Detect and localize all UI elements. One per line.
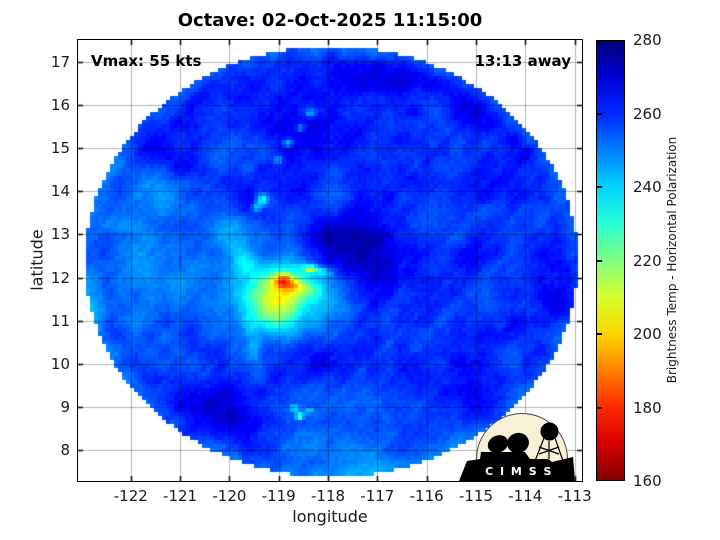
brightness-temp-heatmap <box>78 40 582 481</box>
x-tick-label: -118 <box>310 487 346 505</box>
colorbar-tick-label: 160 <box>633 472 662 490</box>
colorbar-tick-mark <box>597 333 602 335</box>
y-tick-label: 14 <box>50 182 70 201</box>
plot-area: Vmax: 55 kts 13:13 away C I M S S <box>77 39 583 482</box>
x-tick-label: -114 <box>508 487 543 505</box>
colorbar-tick-label: 240 <box>633 178 662 196</box>
colorbar-tick-label: 260 <box>633 104 662 123</box>
y-tick-label: 9 <box>60 397 70 416</box>
colorbar-label: Brightness Temp - Horizontal Polarizatio… <box>665 136 679 384</box>
vmax-annotation: Vmax: 55 kts <box>91 52 202 70</box>
colorbar-tick-label: 280 <box>633 31 662 49</box>
logo-banner <box>459 452 575 481</box>
plot-title: Octave: 02-Oct-2025 11:15:00 <box>177 10 483 31</box>
y-tick-label: 17 <box>50 52 70 71</box>
y-tick-label: 13 <box>50 225 70 244</box>
y-tick-label: 12 <box>50 268 70 287</box>
x-tick-label: -121 <box>163 487 198 505</box>
x-tick-label: -113 <box>557 487 592 505</box>
logo-text: C I M S S <box>485 465 553 478</box>
colorbar-tick-mark <box>597 406 602 409</box>
colorbar-tick-mark <box>597 259 602 262</box>
colorbar-tick-label: 220 <box>633 251 662 270</box>
water-tower-icon <box>534 422 564 462</box>
colorbar-tick-mark <box>597 112 602 115</box>
cimss-logo: C I M S S <box>459 413 575 481</box>
x-tick-label: -119 <box>261 487 296 505</box>
colorbar-tick-mark <box>597 186 602 188</box>
y-tick-label: 15 <box>50 139 70 158</box>
y-tick-label: 10 <box>50 354 70 373</box>
colorbar-tick-label: 200 <box>633 325 662 343</box>
x-tick-label: -116 <box>409 487 444 505</box>
x-axis-label: longitude <box>292 507 368 526</box>
x-tick-label: -122 <box>113 487 148 505</box>
x-tick-label: -117 <box>360 487 395 505</box>
colorbar-tick-label: 180 <box>633 398 662 417</box>
x-tick-label: -115 <box>458 487 493 505</box>
x-tick-label: -120 <box>212 487 247 505</box>
y-tick-label: 8 <box>60 440 70 459</box>
time-away-annotation: 13:13 away <box>474 52 571 70</box>
y-tick-label: 11 <box>50 311 70 330</box>
y-tick-label: 16 <box>50 96 70 115</box>
